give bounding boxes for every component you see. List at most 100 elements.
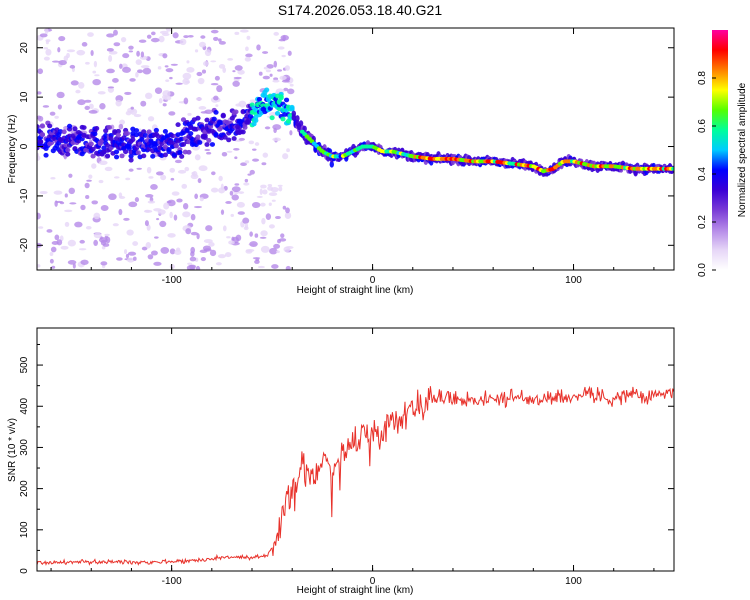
noise-blob	[199, 197, 204, 202]
noise-blob	[39, 33, 48, 38]
noise-blob	[200, 256, 206, 262]
ridge-blob	[633, 170, 638, 177]
noise-blob	[100, 261, 108, 266]
noise-blob	[66, 49, 76, 53]
ridge-blob	[220, 113, 226, 119]
noise-blob	[160, 246, 170, 254]
noise-blob	[92, 78, 101, 86]
noise-blob	[239, 29, 249, 33]
snr-frame	[36, 327, 675, 572]
noise-blob	[284, 212, 292, 219]
noise-blob	[171, 191, 180, 196]
noise-blob	[233, 76, 242, 80]
noise-blob	[148, 176, 154, 179]
noise-blob	[98, 160, 108, 166]
noise-blob	[204, 49, 212, 57]
noise-blob	[265, 69, 272, 73]
colorbar-ticks: 0.0 0.2 0.4 0.6 0.8	[697, 71, 716, 277]
ridge-blob	[233, 109, 239, 115]
noise-blob	[271, 199, 276, 202]
noise-blob	[257, 265, 265, 269]
noise-blob	[276, 250, 280, 254]
noise-blob	[43, 47, 49, 50]
noise-blob	[259, 188, 263, 196]
noise-blob	[158, 97, 163, 104]
noise-blob	[80, 204, 86, 211]
noise-blob	[273, 243, 281, 249]
noise-blob	[159, 220, 167, 228]
noise-blob	[221, 152, 228, 157]
ridge-blob	[173, 143, 179, 149]
noise-blob	[201, 69, 207, 74]
noise-blob	[245, 249, 253, 254]
noise-blob	[101, 246, 106, 250]
noise-blob	[142, 67, 152, 75]
ridge-blob	[179, 154, 185, 159]
noise-blob	[120, 36, 127, 43]
ridge-blob	[195, 115, 201, 121]
noise-blob	[283, 246, 291, 253]
noise-blob	[266, 64, 274, 69]
noise-blob	[238, 137, 246, 141]
ridge-blob	[38, 139, 44, 145]
noise-blob	[215, 262, 222, 266]
ridge-blob	[175, 122, 181, 128]
noise-blob	[260, 202, 266, 207]
ridge-blob	[115, 132, 121, 138]
noise-blob	[57, 104, 62, 110]
x-tick-label: 0	[370, 275, 376, 286]
noise-blob	[262, 75, 270, 80]
noise-blob	[230, 213, 235, 218]
noise-blob	[272, 137, 281, 142]
noise-blob	[164, 65, 169, 68]
noise-blob	[282, 153, 289, 160]
noise-blob	[186, 67, 195, 73]
noise-blob	[208, 242, 215, 247]
noise-blob	[99, 103, 106, 110]
ridge-blob	[206, 138, 212, 143]
noise-blob	[234, 65, 243, 71]
colorbar-label: Normalized spectral amplitude	[737, 82, 748, 217]
ridge-blob	[135, 150, 141, 156]
noise-blob	[93, 239, 98, 247]
noise-blob	[140, 100, 147, 107]
noise-blob	[177, 169, 187, 174]
noise-blob	[234, 156, 238, 160]
noise-blob	[289, 83, 294, 87]
noise-blob	[235, 103, 242, 107]
noise-blob	[206, 151, 212, 155]
noise-blob	[67, 239, 76, 247]
noise-blob	[118, 123, 124, 130]
x-tick-label: -100	[162, 576, 182, 587]
noise-blob	[119, 119, 126, 125]
noise-blob	[238, 191, 245, 194]
noise-blob	[84, 105, 90, 111]
noise-blob	[243, 182, 250, 186]
chart-title: S174.2026.053.18.40.G21	[278, 2, 442, 18]
y-tick-label: 500	[19, 356, 30, 373]
noise-blob	[184, 166, 190, 172]
noise-blob	[247, 173, 252, 176]
ridge-blob	[123, 149, 129, 155]
noise-blob	[242, 217, 250, 224]
noise-blob	[213, 36, 219, 41]
noise-blob	[86, 179, 92, 182]
noise-blob	[165, 28, 172, 32]
noise-blob	[63, 55, 69, 62]
noise-blob	[172, 32, 179, 39]
noise-blob	[70, 80, 79, 86]
noise-blob	[237, 211, 245, 215]
noise-blob	[249, 231, 253, 237]
noise-blob	[98, 179, 104, 184]
noise-blob	[92, 70, 97, 74]
ridge-blob	[329, 161, 334, 168]
ridge-blob	[133, 128, 140, 133]
colorbar-tick-label: 0.4	[697, 167, 708, 181]
noise-blob	[187, 35, 194, 38]
ridge-blob	[204, 142, 210, 147]
ridge-blob	[126, 144, 132, 149]
noise-blob	[268, 192, 278, 197]
noise-blob	[144, 220, 149, 227]
